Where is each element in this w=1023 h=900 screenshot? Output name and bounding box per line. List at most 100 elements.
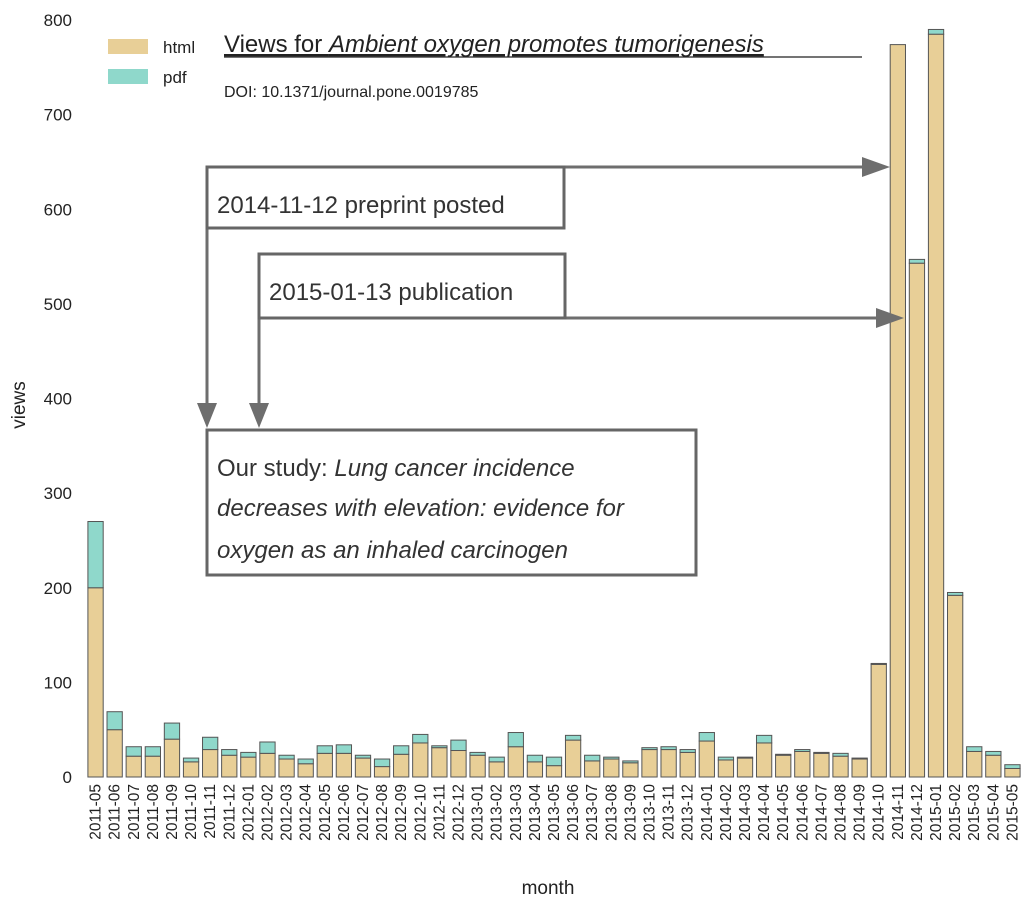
bar-pdf-2011-09: [163, 722, 181, 740]
bar-html-2013-07: [584, 760, 601, 778]
bar-pdf-2014-02: [717, 756, 735, 761]
x-tick-label: 2013-07: [584, 784, 601, 841]
x-tick-label: 2013-05: [546, 784, 563, 841]
y-tick-label: 700: [44, 106, 72, 125]
x-tick-label: 2012-08: [374, 784, 391, 841]
bar-html-2015-05: [1004, 767, 1021, 778]
publication-annotation-text: 2015-01-13 publication: [269, 279, 513, 306]
bar-html-2014-03: [736, 757, 754, 778]
x-tick-label: 2014-12: [909, 784, 926, 841]
bar-pdf-2012-01: [240, 751, 257, 758]
x-tick-label: 2015-02: [947, 784, 964, 841]
bar-pdf-2015-01: [927, 28, 945, 35]
bar-html-2014-08: [832, 755, 849, 778]
bar-html-2012-07: [354, 757, 372, 778]
bar-html-2014-11: [889, 44, 906, 778]
y-tick-label: 100: [44, 673, 72, 692]
chart-title-prefix: Views for: [224, 31, 329, 58]
bar-html-2012-06: [335, 752, 353, 778]
x-tick-label: 2013-08: [603, 784, 620, 841]
chart-subtitle-doi: DOI: 10.1371/journal.pone.0019785: [224, 84, 479, 101]
bar-html-2013-04: [526, 761, 544, 778]
x-tick-label: 2012-03: [279, 784, 296, 841]
bar-pdf-2014-04: [755, 734, 773, 744]
bar-pdf-2013-09: [622, 760, 639, 764]
bar-html-2014-09: [851, 758, 868, 778]
bar-html-2015-01: [927, 33, 945, 778]
bar-html-2013-12: [679, 751, 696, 778]
publication-annotation-box: [257, 252, 567, 320]
x-tick-label: 2011-11: [202, 784, 219, 839]
bar-html-2011-12: [221, 754, 238, 778]
bar-html-2012-01: [240, 756, 257, 778]
bar-html-2015-04: [985, 754, 1002, 778]
bar-pdf-2014-01: [698, 732, 715, 742]
bar-html-2012-11: [431, 747, 448, 778]
x-tick-label: 2011-12: [221, 784, 238, 840]
bar-pdf-2014-09: [851, 757, 868, 760]
bar-pdf-2014-10: [870, 662, 887, 665]
legend-label-html: html: [163, 38, 195, 57]
bar-pdf-2013-06: [564, 734, 582, 741]
publication-arrowhead-right: [876, 308, 904, 328]
bar-pdf-2015-04: [985, 750, 1002, 756]
x-tick-label: 2014-04: [756, 784, 773, 841]
bar-pdf-2011-10: [182, 757, 200, 763]
study-annotation-prefix: Our study:: [217, 455, 334, 482]
bar-html-2011-05: [87, 587, 104, 778]
bar-html-2013-09: [622, 762, 639, 778]
bar-pdf-2014-08: [832, 752, 849, 757]
x-tick-label: 2012-11: [431, 784, 448, 840]
bar-pdf-2015-02: [947, 591, 964, 596]
chart-title-italic: Ambient oxygen promotes tumorigenesis: [327, 31, 764, 58]
x-tick-label: 2012-09: [393, 784, 410, 841]
bar-pdf-2012-05: [316, 745, 333, 754]
bar-pdf-2013-10: [641, 747, 658, 751]
bar-html-2011-11: [202, 749, 219, 778]
x-tick-label: 2011-10: [183, 784, 200, 840]
bar-html-2015-03: [966, 750, 983, 778]
bar-pdf-2011-08: [144, 746, 161, 757]
x-tick-label: 2015-01: [928, 784, 945, 841]
x-tick-label: 2011-07: [126, 784, 143, 840]
bar-pdf-2014-07: [813, 751, 830, 754]
bar-html-2014-05: [775, 754, 792, 778]
x-axis-ticks: 2011-05 2011-06 2011-07 2011-08 2011-09 2011-…: [88, 784, 1022, 841]
bar-pdf-2012-08: [373, 758, 391, 768]
bar-html-2014-06: [794, 750, 811, 778]
y-tick-label: 0: [63, 768, 72, 787]
bar-html-2012-10: [412, 742, 429, 778]
study-annotation-line3: oxygen as an inhaled carcinogen: [217, 537, 568, 564]
x-tick-label: 2011-09: [164, 784, 181, 840]
x-tick-label: 2013-01: [470, 784, 487, 841]
y-tick-label: 200: [44, 579, 72, 598]
bar-pdf-2013-11: [660, 746, 677, 751]
bar-html-2011-10: [182, 761, 200, 778]
bar-html-2014-01: [698, 740, 715, 778]
y-tick-label: 500: [44, 295, 72, 314]
bar-pdf-2013-12: [679, 749, 696, 753]
bar-html-2013-10: [641, 749, 658, 778]
x-tick-label: 2011-06: [107, 784, 124, 840]
bar-html-2011-07: [125, 755, 142, 778]
bar-html-2012-08: [373, 766, 391, 778]
y-tick-label: 300: [44, 484, 72, 503]
bar-pdf-2012-07: [354, 754, 372, 759]
x-tick-label: 2012-04: [298, 784, 315, 841]
x-tick-label: 2014-08: [833, 784, 850, 841]
x-tick-label: 2013-11: [661, 784, 678, 840]
bar-html-2013-08: [603, 758, 620, 778]
bar-html-2012-09: [393, 753, 410, 778]
x-tick-label: 2013-06: [565, 784, 582, 841]
y-axis-ticks: 0 100 200 300 400 500 600 700 800: [44, 11, 72, 787]
preprint-arrowhead-down: [197, 403, 217, 428]
bar-html-2015-02: [947, 594, 964, 778]
bar-html-2011-06: [106, 729, 123, 778]
preprint-annotation-box: [205, 165, 566, 230]
x-tick-label: 2011-08: [145, 784, 162, 840]
legend: html pdf: [108, 38, 195, 87]
bar-html-2012-02: [259, 752, 276, 778]
bar-html-2014-07: [813, 752, 830, 778]
bar-html-2014-02: [717, 759, 735, 778]
x-tick-label: 2014-05: [775, 784, 792, 841]
